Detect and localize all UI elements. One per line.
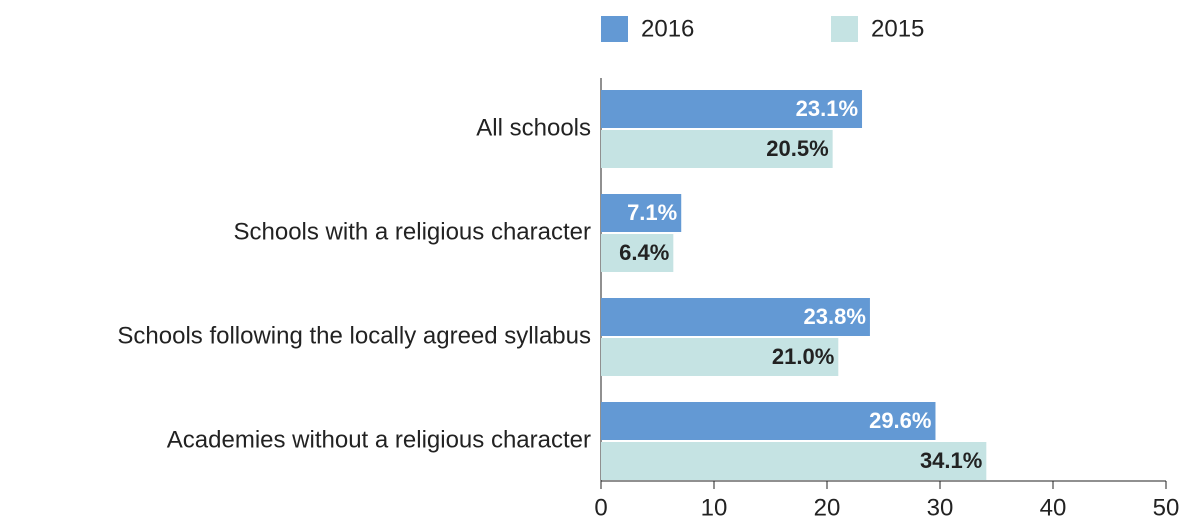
value-label: 6.4% (619, 240, 669, 265)
legend-swatch (601, 16, 628, 42)
category-label: Schools following the locally agreed syl… (117, 322, 591, 349)
value-label: 20.5% (766, 136, 828, 161)
x-tick-label: 50 (1153, 494, 1180, 521)
legend-label: 2016 (641, 15, 694, 42)
legend-swatch (831, 16, 858, 42)
bar (601, 402, 936, 440)
value-label: 23.8% (804, 304, 866, 329)
x-tick-label: 10 (701, 494, 728, 521)
bar (601, 130, 833, 168)
bar (601, 338, 839, 376)
x-tick-label: 30 (927, 494, 954, 521)
x-tick-label: 20 (814, 494, 841, 521)
x-tick-label: 40 (1040, 494, 1067, 521)
value-label: 21.0% (772, 344, 834, 369)
value-label: 29.6% (869, 408, 931, 433)
category-label: Schools with a religious character (233, 218, 591, 245)
x-tick-label: 0 (594, 494, 607, 521)
value-label: 34.1% (920, 448, 982, 473)
value-label: 7.1% (627, 200, 677, 225)
legend-label: 2015 (871, 15, 924, 42)
category-label: Academies without a religious character (167, 426, 591, 453)
category-label: All schools (476, 114, 591, 141)
bar (601, 90, 863, 128)
bar (601, 234, 674, 272)
value-label: 23.1% (796, 96, 858, 121)
bar (601, 298, 870, 336)
bar (601, 194, 682, 232)
bar (601, 442, 987, 480)
